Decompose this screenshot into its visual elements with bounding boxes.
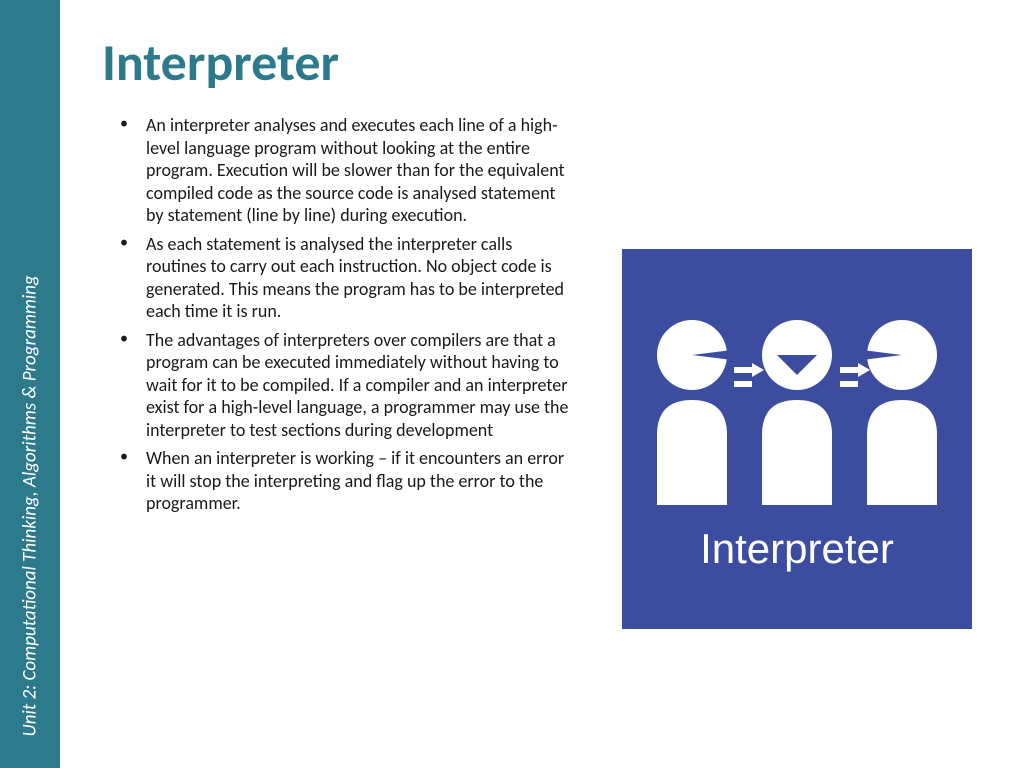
page-title: Interpreter — [102, 30, 570, 94]
figure-label: Interpreter — [700, 525, 894, 573]
main-content: Interpreter An interpreter analyses and … — [60, 0, 1024, 768]
interpreter-figure: Interpreter — [622, 249, 972, 629]
text-column: Interpreter An interpreter analyses and … — [110, 30, 570, 748]
list-item: When an interpreter is working – if it e… — [128, 447, 570, 515]
list-item: The advantages of interpreters over comp… — [128, 329, 570, 442]
sidebar-unit-label: Unit 2: Computational Thinking, Algorith… — [19, 275, 42, 736]
interpreter-icon — [642, 305, 952, 505]
list-item: As each statement is analysed the interp… — [128, 233, 570, 323]
sidebar: Unit 2: Computational Thinking, Algorith… — [0, 0, 60, 768]
figure-column: Interpreter — [600, 30, 994, 748]
people-icons-row — [642, 305, 952, 505]
bullet-list: An interpreter analyses and executes eac… — [110, 114, 570, 515]
list-item: An interpreter analyses and executes eac… — [128, 114, 570, 227]
